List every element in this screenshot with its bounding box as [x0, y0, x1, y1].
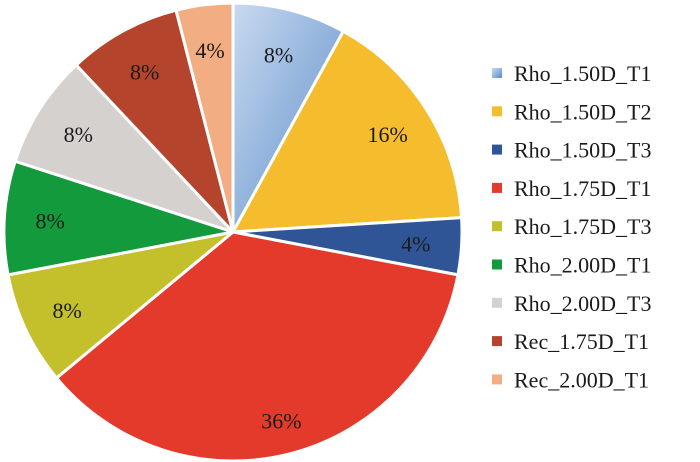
pie-slice-rec-2-00d-t1	[174, 1, 235, 234]
legend-item: Rho_1.75D_T3	[492, 214, 652, 239]
slice-percent-label: 8%	[264, 43, 293, 68]
legend-item: Rec_2.00D_T1	[492, 367, 649, 392]
pie-slice-rho-2-00d-t3	[13, 63, 235, 234]
slice-percent-label: 16%	[368, 122, 408, 147]
legend-swatch	[492, 336, 502, 347]
slice-percent-label: 8%	[36, 209, 65, 234]
slice-percent-label: 8%	[53, 298, 82, 323]
legend-swatch	[492, 106, 502, 117]
legend-item: Rho_2.00D_T3	[492, 291, 652, 316]
legend-swatch	[492, 182, 502, 193]
legend-label: Rec_2.00D_T1	[514, 367, 649, 392]
legend: Rho_1.50D_T1 Rho_1.50D_T2 Rho_1.50D_T3 Rho_…	[492, 61, 652, 392]
legend-swatch	[492, 374, 502, 385]
legend-swatch	[492, 221, 502, 232]
legend-item: Rho_1.50D_T1	[492, 61, 652, 86]
pie-slice-rho-2-00d-t1	[2, 159, 235, 277]
pie-slice-rho-1-50d-t2	[231, 29, 464, 234]
legend-swatch	[492, 68, 502, 78]
slice-percent-label: 8%	[64, 122, 93, 147]
pie-slices	[2, 1, 464, 462]
legend-label: Rho_1.75D_T1	[514, 176, 652, 201]
legend-swatch	[492, 259, 502, 270]
legend-label: Rho_1.75D_T3	[514, 214, 652, 239]
legend-item: Rho_2.00D_T1	[492, 253, 652, 278]
legend-label: Rho_1.50D_T1	[514, 61, 652, 86]
pie-slice-rho-1-75d-t1	[55, 230, 460, 462]
pie-slice-rho-1-75d-t3	[6, 230, 235, 380]
legend-swatch	[492, 144, 502, 155]
pie-slice-rho-1-50d-t1	[231, 1, 345, 234]
pie-slice-labels: 8% 16% 4% 36% 8% 8% 8% 8% 4%	[36, 38, 431, 433]
legend-swatch	[492, 297, 502, 308]
legend-item: Rho_1.50D_T3	[492, 138, 652, 163]
slice-percent-label: 4%	[401, 232, 430, 257]
legend-label: Rho_1.50D_T3	[514, 138, 652, 163]
legend-item: Rho_1.75D_T1	[492, 176, 652, 201]
legend-item: Rec_1.75D_T1	[492, 329, 649, 354]
legend-label: Rho_1.50D_T2	[514, 99, 652, 124]
legend-label: Rho_2.00D_T1	[514, 253, 652, 278]
legend-label: Rho_2.00D_T3	[514, 291, 652, 316]
slice-percent-label: 36%	[261, 409, 301, 434]
legend-label: Rec_1.75D_T1	[514, 329, 649, 354]
slice-percent-label: 8%	[130, 60, 159, 85]
slice-percent-label: 4%	[195, 38, 224, 63]
pie-slice-rec-1-75d-t1	[74, 8, 235, 234]
legend-item: Rho_1.50D_T2	[492, 99, 652, 124]
